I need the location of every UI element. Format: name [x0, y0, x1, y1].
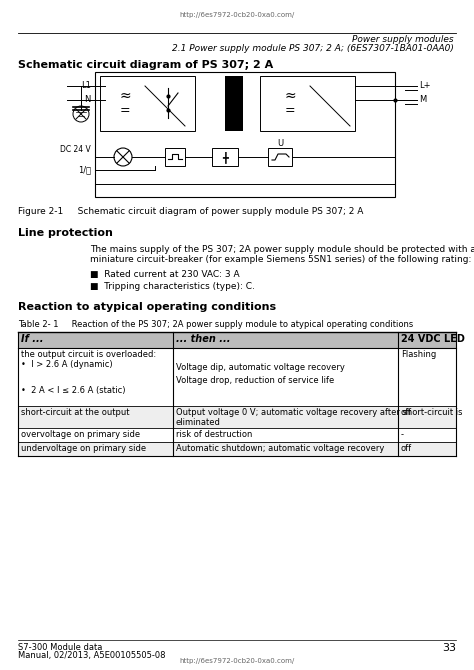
Text: Flashing: Flashing	[401, 350, 436, 359]
Bar	[18, 348, 456, 406]
Bar	[225, 76, 243, 131]
Text: off: off	[401, 444, 412, 453]
Bar	[260, 76, 355, 131]
Text: off: off	[401, 408, 412, 417]
Text: 2.1 Power supply module PS 307; 2 A; (6ES7307-1BA01-0AA0): 2.1 Power supply module PS 307; 2 A; (6E…	[172, 44, 454, 53]
Text: ... then ...: ... then ...	[176, 334, 230, 344]
Text: -: -	[401, 430, 404, 439]
Text: ╋: ╋	[222, 151, 228, 163]
Text: Manual, 02/2013, A5E00105505-08: Manual, 02/2013, A5E00105505-08	[18, 651, 165, 660]
Text: risk of destruction: risk of destruction	[176, 430, 252, 439]
Text: •  I > 2.6 A (dynamic): • I > 2.6 A (dynamic)	[21, 360, 113, 369]
Bar	[95, 72, 395, 197]
Text: The mains supply of the PS 307; 2A power supply module should be protected with : The mains supply of the PS 307; 2A power…	[90, 245, 474, 254]
Text: DC 24 V: DC 24 V	[60, 145, 91, 155]
Text: Output voltage 0 V; automatic voltage recovery after short-circuit is: Output voltage 0 V; automatic voltage re…	[176, 408, 463, 417]
Text: =: =	[120, 105, 130, 117]
Text: L1: L1	[81, 82, 91, 90]
Bar	[18, 406, 456, 428]
Bar	[268, 148, 292, 166]
Text: If ...: If ...	[21, 334, 44, 344]
Text: http://6es7972-0cb20-0xa0.com/: http://6es7972-0cb20-0xa0.com/	[179, 12, 295, 18]
Text: short-circuit at the output: short-circuit at the output	[21, 408, 129, 417]
Text: =: =	[285, 105, 295, 117]
Text: Line protection: Line protection	[18, 228, 113, 238]
Text: L+: L+	[419, 82, 430, 90]
Bar	[100, 76, 195, 131]
Text: Reaction to atypical operating conditions: Reaction to atypical operating condition…	[18, 302, 276, 312]
Text: S7-300 Module data: S7-300 Module data	[18, 643, 102, 652]
Text: Power supply modules: Power supply modules	[352, 35, 454, 44]
Text: http://6es7972-0cb20-0xa0.com/: http://6es7972-0cb20-0xa0.com/	[179, 658, 295, 664]
Text: Table 2- 1     Reaction of the PS 307; 2A power supply module to atypical operat: Table 2- 1 Reaction of the PS 307; 2A po…	[18, 320, 413, 329]
Text: ≈: ≈	[284, 89, 296, 103]
Text: U: U	[277, 139, 283, 147]
Text: 33: 33	[442, 643, 456, 653]
Text: 1/ⓘ: 1/ⓘ	[78, 165, 91, 174]
Bar	[165, 148, 185, 166]
Text: ≈: ≈	[119, 89, 131, 103]
Bar	[18, 428, 456, 442]
Bar	[18, 332, 456, 348]
Text: 24 VDC LED: 24 VDC LED	[401, 334, 465, 344]
Text: overvoltage on primary side: overvoltage on primary side	[21, 430, 140, 439]
Text: ■  Rated current at 230 VAC: 3 A: ■ Rated current at 230 VAC: 3 A	[90, 270, 240, 279]
Text: Figure 2-1     Schematic circuit diagram of power supply module PS 307; 2 A: Figure 2-1 Schematic circuit diagram of …	[18, 207, 364, 216]
Text: Voltage drop, reduction of service life: Voltage drop, reduction of service life	[176, 376, 334, 385]
Text: ■  Tripping characteristics (type): C.: ■ Tripping characteristics (type): C.	[90, 282, 255, 291]
Text: Voltage dip, automatic voltage recovery: Voltage dip, automatic voltage recovery	[176, 363, 345, 372]
Text: the output circuit is overloaded:: the output circuit is overloaded:	[21, 350, 156, 359]
Bar	[212, 148, 238, 166]
Text: miniature circuit-breaker (for example Siemens 5SN1 series) of the following rat: miniature circuit-breaker (for example S…	[90, 255, 471, 264]
Bar	[18, 442, 456, 456]
Text: •  2 A < I ≤ 2.6 A (static): • 2 A < I ≤ 2.6 A (static)	[21, 386, 126, 395]
Text: Automatic shutdown; automatic voltage recovery: Automatic shutdown; automatic voltage re…	[176, 444, 384, 453]
Text: M: M	[419, 96, 426, 105]
Text: eliminated: eliminated	[176, 418, 221, 427]
Text: undervoltage on primary side: undervoltage on primary side	[21, 444, 146, 453]
Text: N: N	[85, 96, 91, 105]
Text: Schematic circuit diagram of PS 307; 2 A: Schematic circuit diagram of PS 307; 2 A	[18, 60, 273, 70]
